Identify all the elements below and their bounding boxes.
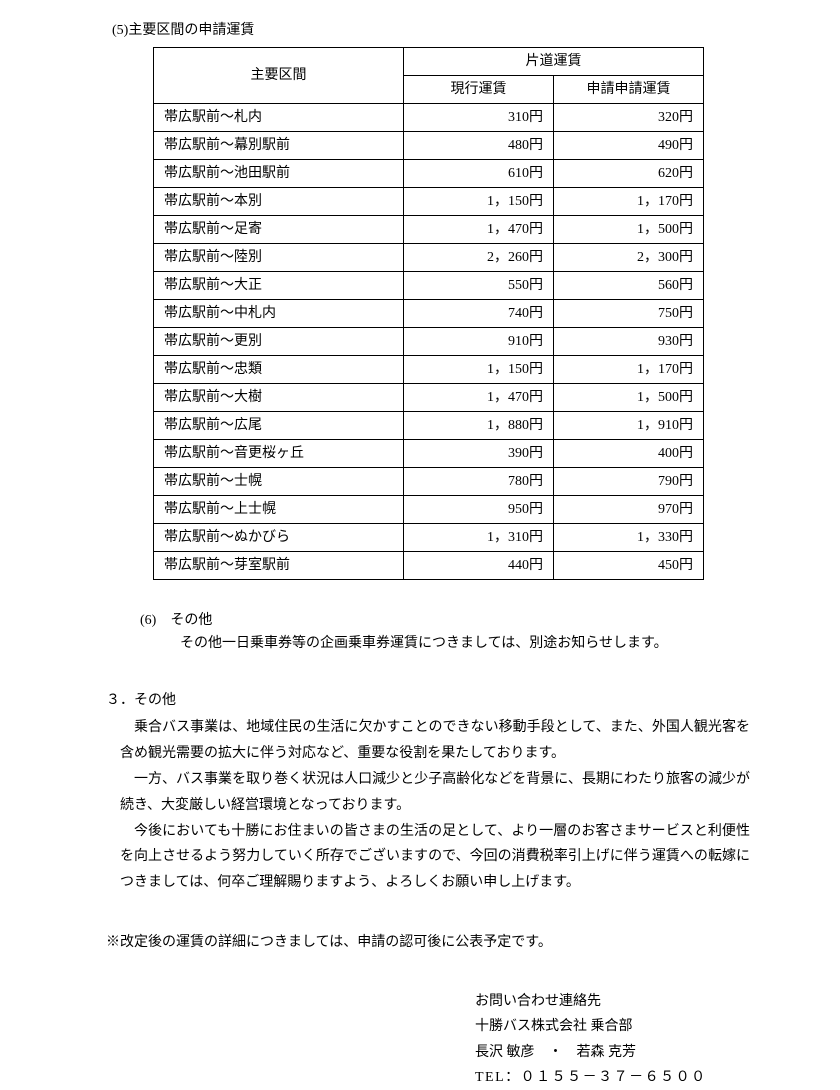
cell-applied: 1，500円 — [554, 216, 704, 244]
contact-line1: お問い合わせ連絡先 — [475, 989, 780, 1014]
cell-applied: 930円 — [554, 328, 704, 356]
cell-applied: 1，910円 — [554, 412, 704, 440]
cell-current: 740円 — [404, 300, 554, 328]
th-fare-group: 片道運賃 — [404, 48, 704, 76]
cell-current: 390円 — [404, 440, 554, 468]
contact-line3: 長沢 敏彦 ・ 若森 克芳 — [475, 1040, 780, 1065]
body-paragraph: 乗合バス事業は、地域住民の生活に欠かすことのできない移動手段として、また、外国人… — [120, 715, 750, 767]
cell-current: 550円 — [404, 272, 554, 300]
table-row: 帯広駅前～音更桜ヶ丘390円400円 — [154, 440, 704, 468]
cell-current: 780円 — [404, 468, 554, 496]
cell-applied: 1，170円 — [554, 188, 704, 216]
cell-current: 480円 — [404, 132, 554, 160]
th-route: 主要区間 — [154, 48, 404, 104]
cell-applied: 400円 — [554, 440, 704, 468]
table-row: 帯広駅前～幕別駅前480円490円 — [154, 132, 704, 160]
cell-current: 1，150円 — [404, 188, 554, 216]
table-row: 帯広駅前～上士幌950円970円 — [154, 496, 704, 524]
table-row: 帯広駅前～大正550円560円 — [154, 272, 704, 300]
cell-route: 帯広駅前～士幌 — [154, 468, 404, 496]
fare-table: 主要区間 片道運賃 現行運賃 申請申請運賃 帯広駅前～札内310円320円帯広駅… — [153, 47, 704, 580]
cell-route: 帯広駅前～ぬかびら — [154, 524, 404, 552]
table-row: 帯広駅前～足寄1，470円1，500円 — [154, 216, 704, 244]
cell-current: 1，470円 — [404, 384, 554, 412]
cell-current: 1，310円 — [404, 524, 554, 552]
revision-note: ※改定後の運賃の詳細につきましては、申請の認可後に公表予定です。 — [106, 932, 780, 953]
cell-applied: 490円 — [554, 132, 704, 160]
contact-line4: TEL：０１５５－３７－６５００ — [475, 1065, 780, 1090]
cell-current: 1，150円 — [404, 356, 554, 384]
contact-block: お問い合わせ連絡先 十勝バス株式会社 乗合部 長沢 敏彦 ・ 若森 克芳 TEL… — [475, 989, 780, 1090]
body-paragraph: 今後においても十勝にお住まいの皆さまの生活の足として、より一層のお客さまサービス… — [120, 819, 750, 897]
table-row: 帯広駅前～池田駅前610円620円 — [154, 160, 704, 188]
cell-applied: 620円 — [554, 160, 704, 188]
cell-current: 610円 — [404, 160, 554, 188]
cell-applied: 560円 — [554, 272, 704, 300]
section3-heading: ３．その他 — [106, 690, 780, 711]
th-applied: 申請申請運賃 — [554, 76, 704, 104]
section3-body: 乗合バス事業は、地域住民の生活に欠かすことのできない移動手段として、また、外国人… — [120, 715, 750, 896]
cell-applied: 750円 — [554, 300, 704, 328]
table-row: 帯広駅前～忠類1，150円1，170円 — [154, 356, 704, 384]
cell-applied: 320円 — [554, 104, 704, 132]
cell-applied: 450円 — [554, 552, 704, 580]
th-current: 現行運賃 — [404, 76, 554, 104]
table-row: 帯広駅前～士幌780円790円 — [154, 468, 704, 496]
table-row: 帯広駅前～大樹1，470円1，500円 — [154, 384, 704, 412]
table-row: 帯広駅前～更別910円930円 — [154, 328, 704, 356]
cell-current: 310円 — [404, 104, 554, 132]
table-row: 帯広駅前～広尾1，880円1，910円 — [154, 412, 704, 440]
table-row: 帯広駅前～札内310円320円 — [154, 104, 704, 132]
cell-route: 帯広駅前～池田駅前 — [154, 160, 404, 188]
table-row: 帯広駅前～中札内740円750円 — [154, 300, 704, 328]
cell-route: 帯広駅前～陸別 — [154, 244, 404, 272]
cell-current: 2，260円 — [404, 244, 554, 272]
section6-heading: (6) その他 — [140, 610, 780, 631]
cell-route: 帯広駅前～中札内 — [154, 300, 404, 328]
cell-route: 帯広駅前～大樹 — [154, 384, 404, 412]
cell-route: 帯広駅前～上士幌 — [154, 496, 404, 524]
cell-current: 1，470円 — [404, 216, 554, 244]
cell-applied: 1，500円 — [554, 384, 704, 412]
section5-heading: (5)主要区間の申請運賃 — [112, 20, 780, 41]
table-row: 帯広駅前～陸別2，260円2，300円 — [154, 244, 704, 272]
cell-route: 帯広駅前～広尾 — [154, 412, 404, 440]
cell-applied: 1，170円 — [554, 356, 704, 384]
cell-route: 帯広駅前～音更桜ヶ丘 — [154, 440, 404, 468]
body-paragraph: 一方、バス事業を取り巻く状況は人口減少と少子高齢化などを背景に、長期にわたり旅客… — [120, 767, 750, 819]
cell-route: 帯広駅前～芽室駅前 — [154, 552, 404, 580]
table-row: 帯広駅前～ぬかびら1，310円1，330円 — [154, 524, 704, 552]
cell-applied: 970円 — [554, 496, 704, 524]
contact-line2: 十勝バス株式会社 乗合部 — [475, 1014, 780, 1039]
cell-applied: 1，330円 — [554, 524, 704, 552]
cell-route: 帯広駅前～足寄 — [154, 216, 404, 244]
cell-current: 440円 — [404, 552, 554, 580]
cell-current: 1，880円 — [404, 412, 554, 440]
cell-route: 帯広駅前～札内 — [154, 104, 404, 132]
cell-applied: 790円 — [554, 468, 704, 496]
table-row: 帯広駅前～芽室駅前440円450円 — [154, 552, 704, 580]
section6-text: その他一日乗車券等の企画乗車券運賃につきましては、別途お知らせします。 — [180, 633, 780, 654]
cell-route: 帯広駅前～大正 — [154, 272, 404, 300]
cell-route: 帯広駅前～本別 — [154, 188, 404, 216]
cell-route: 帯広駅前～忠類 — [154, 356, 404, 384]
cell-current: 910円 — [404, 328, 554, 356]
cell-applied: 2，300円 — [554, 244, 704, 272]
cell-route: 帯広駅前～幕別駅前 — [154, 132, 404, 160]
cell-current: 950円 — [404, 496, 554, 524]
cell-route: 帯広駅前～更別 — [154, 328, 404, 356]
table-row: 帯広駅前～本別1，150円1，170円 — [154, 188, 704, 216]
